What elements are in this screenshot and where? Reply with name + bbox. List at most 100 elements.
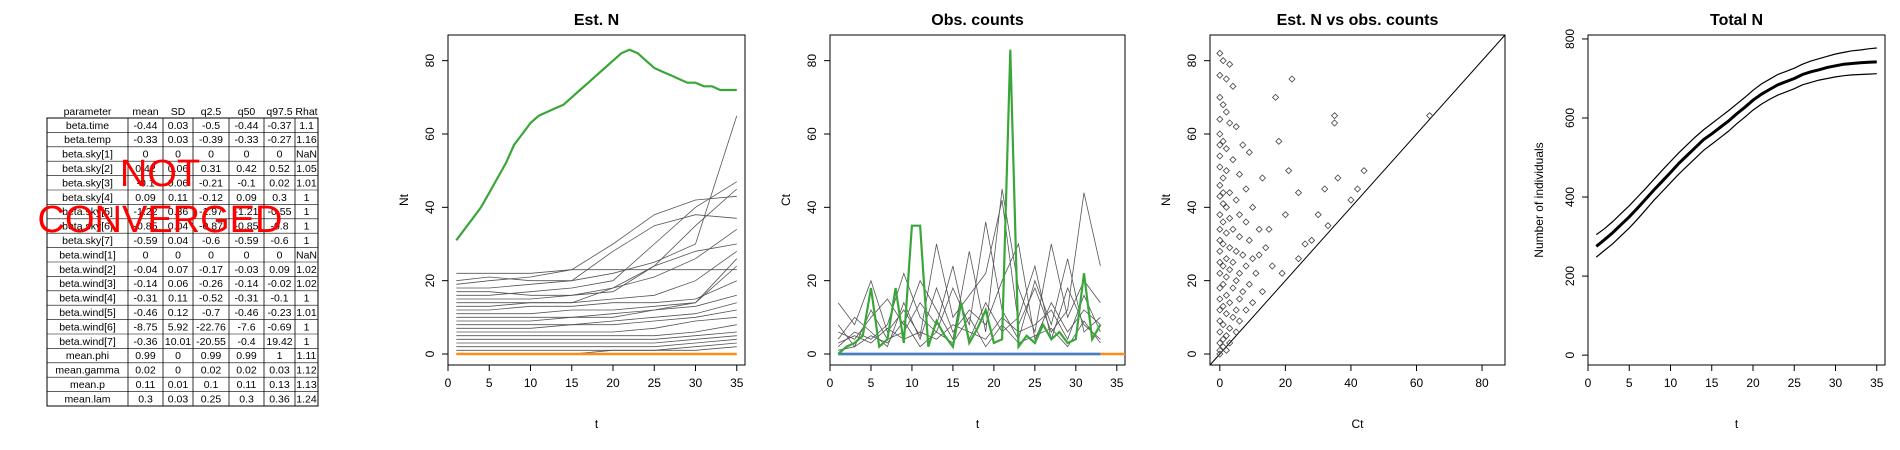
scatter-point — [1353, 185, 1362, 193]
scatter-point — [1314, 211, 1322, 219]
y-tick-label: 0 — [1563, 351, 1577, 358]
table-cell: 0.11 — [168, 293, 188, 305]
scatter-point — [1216, 141, 1224, 149]
scatter-point — [1275, 137, 1283, 145]
table-cell: -0.39 — [199, 134, 223, 146]
table-cell: beta.wind[5] — [59, 307, 116, 319]
table-cell: 1.1 — [299, 120, 314, 132]
x-tick-label: 30 — [1069, 376, 1083, 390]
x-tick-label: 35 — [1110, 376, 1124, 390]
x-tick-label: 25 — [648, 376, 662, 390]
table-cell: 0.11 — [136, 379, 156, 391]
scatter-point — [1216, 130, 1224, 138]
y-tick-label: 0 — [423, 350, 437, 357]
background-series-line — [456, 331, 737, 340]
background-series-line — [456, 338, 737, 348]
table-cell: beta.sky[6] — [62, 221, 113, 233]
x-tick-label: 15 — [946, 376, 960, 390]
scatter-point — [1271, 93, 1280, 101]
scatter-point — [1222, 203, 1230, 211]
background-series-line — [456, 250, 738, 304]
table-cell: -0.14 — [235, 278, 259, 290]
table-cell: 0.03 — [168, 393, 189, 405]
table-cell: 0.25 — [201, 393, 222, 405]
scatter-point — [1255, 225, 1263, 233]
scatter-point — [1226, 214, 1234, 222]
table-cell: mean.gamma — [55, 365, 119, 377]
y-tick-label: 0 — [805, 350, 819, 357]
y-axis-label: Ct — [779, 193, 793, 206]
scatter-point — [1216, 306, 1224, 314]
table-cell: 0.02 — [269, 177, 290, 189]
background-series-line — [837, 192, 1101, 337]
table-cell: beta.wind[6] — [59, 321, 116, 333]
scatter-point — [1222, 108, 1230, 116]
scatter-point — [1219, 218, 1227, 226]
table-cell: 0.04 — [168, 221, 189, 233]
y-tick-label: 60 — [423, 127, 437, 141]
scatter-point — [1216, 236, 1224, 244]
table-cell: 0.09 — [135, 192, 156, 204]
table-cell: -8.75 — [134, 321, 158, 333]
scatter-point — [1229, 225, 1237, 233]
scatter-point — [1216, 346, 1224, 354]
x-tick-label: 20 — [987, 376, 1001, 390]
scatter-point — [1334, 174, 1342, 182]
table-cell: beta.wind[3] — [59, 278, 116, 290]
scatter-point — [1222, 75, 1230, 83]
table-cell: 0.99 — [135, 350, 156, 362]
table-cell: 0.09 — [236, 192, 257, 204]
table-cell: 0.3 — [138, 393, 153, 405]
table-cell: 0 — [208, 149, 214, 161]
y-tick-label: 80 — [1185, 54, 1199, 68]
scatter-point — [1219, 174, 1227, 182]
x-tick-label: 10 — [905, 376, 919, 390]
highlight-series-line — [455, 48, 737, 241]
x-axis-label: Ct — [1352, 417, 1365, 431]
table-cell: 1.24 — [296, 393, 317, 405]
scatter-point — [1219, 200, 1227, 208]
table-cell: 0.3 — [272, 192, 287, 204]
y-axis-label: Nt — [1159, 193, 1173, 206]
chart-title: Est. N — [574, 12, 619, 29]
scatter-point — [1330, 112, 1339, 120]
x-tick-label: 35 — [730, 376, 744, 390]
not-converged-stamp: NOT CONVERGED — [38, 153, 283, 241]
scatter-point — [1232, 328, 1240, 336]
scatter-point — [1219, 343, 1227, 351]
table-cell: beta.sky[7] — [62, 235, 113, 247]
table-cell: 0.3 — [239, 393, 254, 405]
table-cell: 0.06 — [168, 177, 189, 189]
table-cell: 0.99 — [236, 350, 257, 362]
table-cell: -0.31 — [134, 293, 158, 305]
table-cell: -0.6 — [270, 235, 288, 247]
x-tick-label: 25 — [1028, 376, 1042, 390]
background-series-line — [456, 214, 737, 289]
identity-reference-line — [1209, 34, 1506, 366]
background-series-line — [838, 294, 1101, 344]
background-series-line — [456, 195, 737, 285]
scatter-point — [1235, 317, 1244, 325]
background-series-line — [456, 324, 737, 337]
scatter-point — [1222, 255, 1230, 263]
table-cell: -0.33 — [134, 134, 158, 146]
scatter-point — [1216, 93, 1224, 101]
table-cell: beta.sky[4] — [62, 192, 113, 204]
table-cell: 1 — [304, 221, 310, 233]
total-n-median-line — [1595, 60, 1877, 248]
background-series-line — [456, 181, 738, 296]
scatter-point — [1232, 247, 1240, 255]
plot-frame — [1587, 34, 1886, 366]
scatter-point — [1235, 233, 1244, 241]
table-cell: 0.03 — [168, 134, 189, 146]
x-tick-label: 5 — [1626, 376, 1633, 390]
scatter-point — [1235, 211, 1244, 219]
summary-table: parameter mean SD q2.5 q50 q97.5 Rhat beta.time… — [46, 106, 319, 407]
table-cell: 1 — [304, 206, 310, 218]
y-tick-label: 40 — [423, 200, 437, 214]
table-header-2: SD — [171, 106, 186, 118]
background-series-line — [456, 258, 738, 315]
table-cell: 1 — [304, 336, 310, 348]
table-cell: -0.87 — [199, 221, 223, 233]
scatter-point — [1330, 119, 1339, 127]
